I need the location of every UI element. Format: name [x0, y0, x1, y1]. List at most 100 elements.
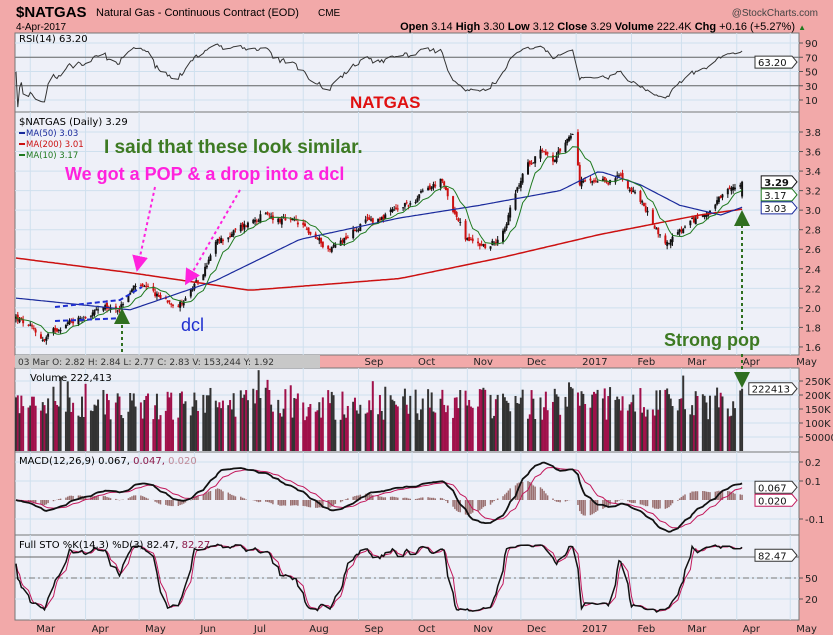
price-candle-body: [739, 184, 742, 187]
volume-bar: [493, 415, 496, 451]
price-candle-body: [345, 236, 348, 240]
price-candle-body: [154, 292, 157, 297]
price-candle-body: [204, 266, 207, 276]
volume-bar: [177, 417, 180, 451]
volume-bar: [157, 419, 160, 451]
volume-bar: [371, 381, 374, 451]
price-candle-body: [157, 295, 160, 297]
price-candle-body: [651, 209, 654, 224]
volume-bar: [607, 396, 610, 451]
volume-bar: [418, 419, 421, 451]
volume-bar: [576, 392, 579, 451]
volume-bar: [432, 411, 435, 451]
volume-bar: [457, 408, 460, 451]
volume-bar: [359, 404, 362, 451]
price-candle-body: [466, 238, 469, 241]
sto-value-tag-box: [754, 548, 798, 562]
volume-bar: [266, 379, 269, 451]
open-value: 3.14: [431, 21, 452, 33]
volume-bar: [147, 393, 150, 451]
price-candle-body: [309, 231, 312, 235]
chg-label: Chg: [695, 21, 716, 33]
volume-bar: [516, 403, 519, 451]
month-label-top: 2017: [582, 357, 607, 368]
price-candle-body: [195, 280, 198, 282]
sto-d-value: 82.27: [182, 540, 211, 551]
price-candle-body: [717, 197, 720, 203]
price-tick-label: 3.8: [805, 128, 821, 139]
price-candle-body: [591, 181, 594, 183]
price-candle-body: [443, 181, 446, 186]
price-candle-body: [427, 187, 430, 191]
price-candle-body: [155, 293, 158, 297]
price-candle-body: [553, 160, 556, 162]
volume-bar: [32, 396, 35, 451]
price-candle-body: [289, 219, 292, 221]
volume-bar: [468, 399, 471, 451]
price-candle-body: [293, 219, 296, 221]
volume-bar: [728, 416, 731, 451]
month-label-bottom: Apr: [743, 624, 761, 635]
volume-bar: [355, 410, 358, 451]
low-value: 3.12: [533, 21, 554, 33]
sto-k-line: [15, 543, 743, 613]
price-candle-body: [147, 286, 150, 288]
price-candle-body: [639, 190, 642, 202]
volume-bar: [676, 410, 679, 451]
price-candle-body: [678, 229, 681, 233]
volume-bar: [684, 409, 686, 451]
volume-bar: [330, 391, 333, 451]
price-candle-body: [621, 172, 624, 179]
price-candle-body: [555, 156, 558, 163]
price-candle-body: [571, 133, 574, 135]
volume-bar: [259, 398, 262, 451]
price-candle-body: [254, 219, 257, 222]
volume-bar: [678, 399, 681, 451]
volume-bar: [439, 398, 442, 451]
volume-bar: [630, 402, 633, 451]
sto-k-value: Full STO %K(14,3) %D(3) 82.47,: [19, 540, 178, 551]
volume-bar: [193, 392, 196, 451]
price-candle-body: [84, 317, 87, 319]
volume-bar: [182, 403, 185, 451]
price-candle-body: [394, 207, 397, 209]
price-candle-body: [366, 217, 369, 219]
price-candle-body: [31, 325, 34, 327]
sto-value-tag: 82.47: [758, 551, 787, 562]
price-candle-body: [20, 317, 23, 319]
volume-bar: [519, 397, 522, 451]
price-candle-body: [544, 151, 547, 155]
price-candle-body: [628, 190, 631, 192]
volume-bar: [220, 408, 223, 451]
volume-tick-label: 100K: [805, 419, 831, 430]
volume-bar: [594, 393, 597, 451]
price-candle-body: [546, 152, 549, 154]
price-candle-body: [34, 329, 37, 333]
volume-bar: [491, 418, 494, 451]
volume-bar: [596, 389, 599, 451]
volume-bar: [557, 396, 560, 451]
annotation-line2: We got a POP & a drop into a dcl: [65, 164, 344, 184]
volume-bar: [152, 419, 155, 451]
annotation-line1: I said that these look similar.: [104, 137, 363, 158]
volume-bar: [584, 404, 587, 451]
volume-bar: [464, 390, 467, 451]
price-candle-body: [582, 181, 585, 183]
volume-bar: [444, 412, 447, 451]
price-tick-label: 3.2: [805, 187, 821, 198]
volume-bar: [503, 397, 506, 451]
price-candle-body: [505, 224, 508, 229]
price-candle-body: [496, 239, 499, 244]
price-candle-body: [503, 228, 506, 232]
price-candle-body: [27, 324, 30, 326]
volume-value-tag-box: [748, 382, 798, 396]
volume-bar: [671, 406, 674, 451]
volume-bar: [296, 393, 299, 451]
price-candle-body: [664, 235, 667, 244]
volume-bar: [544, 391, 547, 451]
price-candle-body: [122, 304, 125, 306]
volume-bar: [382, 419, 385, 451]
volume-bar: [82, 416, 85, 451]
month-label-top: May: [796, 357, 817, 368]
annotations: NATGAS I said that these look similar. W…: [54, 93, 760, 388]
